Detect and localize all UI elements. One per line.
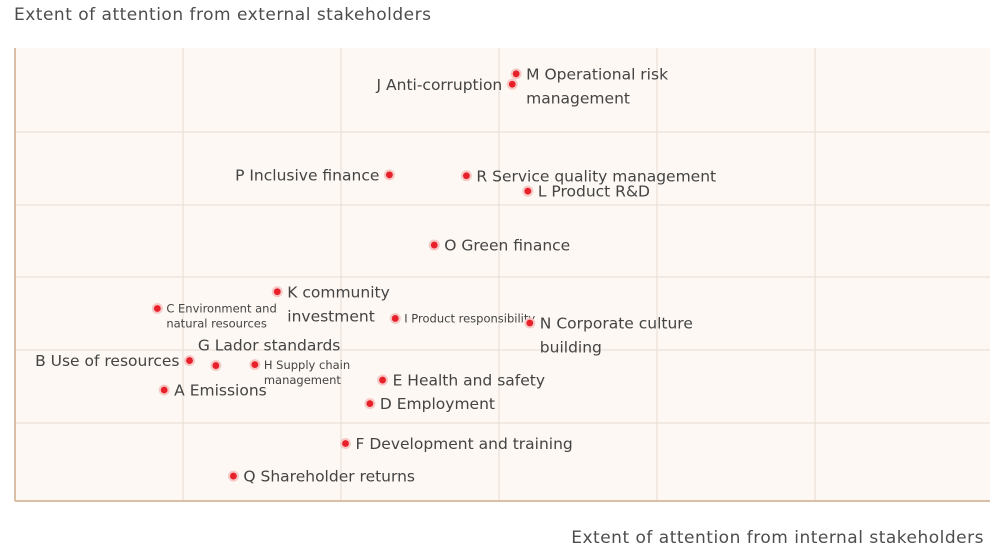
point-label-line: R Service quality management [476, 167, 716, 185]
point-label-n: N Corporate culture building [540, 315, 693, 357]
point-label-line: F Development and training [356, 435, 573, 453]
data-point-q[interactable]: Q Shareholder returns [227, 468, 415, 486]
point-label-line: L Product R&D [538, 183, 650, 201]
data-point-b[interactable]: B Use of resources [35, 352, 196, 370]
point-label-line: N Corporate culture [540, 315, 693, 333]
point-label-k: K community investment [287, 283, 390, 325]
point-marker [379, 376, 386, 384]
point-marker [430, 241, 438, 249]
point-marker [524, 187, 532, 195]
point-marker [512, 70, 520, 78]
point-label-d: D Employment [380, 395, 495, 413]
point-marker [508, 80, 516, 88]
point-marker [342, 440, 349, 447]
data-point-a[interactable]: A Emissions [158, 382, 267, 400]
point-label-line: H Supply chain [264, 358, 350, 372]
data-point-m[interactable]: M Operational risk management [510, 65, 668, 107]
data-point-n[interactable]: N Corporate culture building [524, 315, 693, 357]
data-point-e[interactable]: E Health and safety [377, 372, 545, 390]
point-label-line: C Environment and [166, 302, 276, 316]
point-label-m: M Operational risk management [526, 65, 668, 107]
point-marker [212, 362, 220, 369]
point-marker [463, 172, 470, 180]
data-point-d[interactable]: D Employment [364, 395, 495, 413]
x-axis-title: Extent of attention from internal stakeh… [571, 528, 984, 548]
data-point-h[interactable]: H Supply chain management [249, 358, 350, 387]
point-label-line: natural resources [166, 317, 267, 331]
point-label-line: M Operational risk [526, 65, 668, 83]
point-label-l: L Product R&D [538, 183, 650, 201]
data-point-p[interactable]: P Inclusive finance [235, 166, 395, 184]
point-label-e: E Health and safety [393, 372, 545, 390]
point-marker [526, 319, 534, 327]
point-label-p: P Inclusive finance [235, 166, 379, 184]
point-label-line: Q Shareholder returns [243, 468, 415, 486]
point-marker [386, 171, 393, 179]
point-label-f: F Development and training [356, 435, 573, 453]
point-label-b: B Use of resources [35, 352, 179, 370]
point-marker [160, 386, 168, 394]
plot-background [15, 48, 990, 501]
point-label-line: D Employment [380, 395, 495, 413]
point-label-r: R Service quality management [476, 167, 716, 185]
point-label-i: I Product responsibility [404, 312, 535, 326]
point-label-line: J Anti-corruption [376, 76, 503, 94]
point-label-j: J Anti-corruption [376, 76, 503, 94]
point-marker [251, 361, 259, 369]
point-marker [230, 472, 237, 480]
point-label-line: B Use of resources [35, 352, 179, 370]
point-label-line: management [264, 373, 342, 387]
data-point-o[interactable]: O Green finance [428, 237, 570, 255]
axes [14, 48, 990, 502]
point-label-h: H Supply chain management [264, 358, 350, 387]
point-label-line: building [540, 339, 602, 357]
point-marker [366, 400, 374, 408]
point-marker [273, 288, 281, 296]
data-point-c[interactable]: C Environment and natural resources [151, 302, 277, 331]
point-label-o: O Green finance [444, 237, 570, 255]
data-point-f[interactable]: F Development and training [340, 435, 573, 453]
data-point-k[interactable]: K community investment [271, 283, 390, 325]
y-axis-title: Extent of attention from external stakeh… [14, 5, 432, 25]
data-point-r[interactable]: R Service quality management [460, 167, 716, 185]
point-label-line: G Lador standards [198, 337, 341, 355]
point-label-line: A Emissions [174, 382, 267, 400]
data-point-j[interactable]: J Anti-corruption [376, 76, 518, 94]
point-label-line: O Green finance [444, 237, 570, 255]
point-label-c: C Environment and natural resources [166, 302, 276, 331]
point-label-g: G Lador standards [198, 337, 341, 355]
point-label-line: K community [287, 283, 390, 301]
point-label-line: I Product responsibility [404, 312, 535, 326]
data-point-g[interactable]: G Lador standards [198, 337, 341, 372]
point-label-line: P Inclusive finance [235, 166, 379, 184]
point-label-a: A Emissions [174, 382, 267, 400]
point-marker [186, 357, 193, 364]
point-label-line: E Health and safety [393, 372, 545, 390]
grid-lines [15, 48, 990, 501]
data-points: A Emissions B Use of resources C Environme… [35, 65, 716, 485]
point-label-line: investment [287, 307, 375, 325]
point-marker [391, 315, 399, 322]
point-label-line: management [526, 89, 630, 107]
point-label-q: Q Shareholder returns [243, 468, 415, 486]
data-point-l[interactable]: L Product R&D [522, 183, 650, 201]
data-point-i[interactable]: I Product responsibility [389, 312, 536, 326]
point-marker [153, 305, 161, 312]
